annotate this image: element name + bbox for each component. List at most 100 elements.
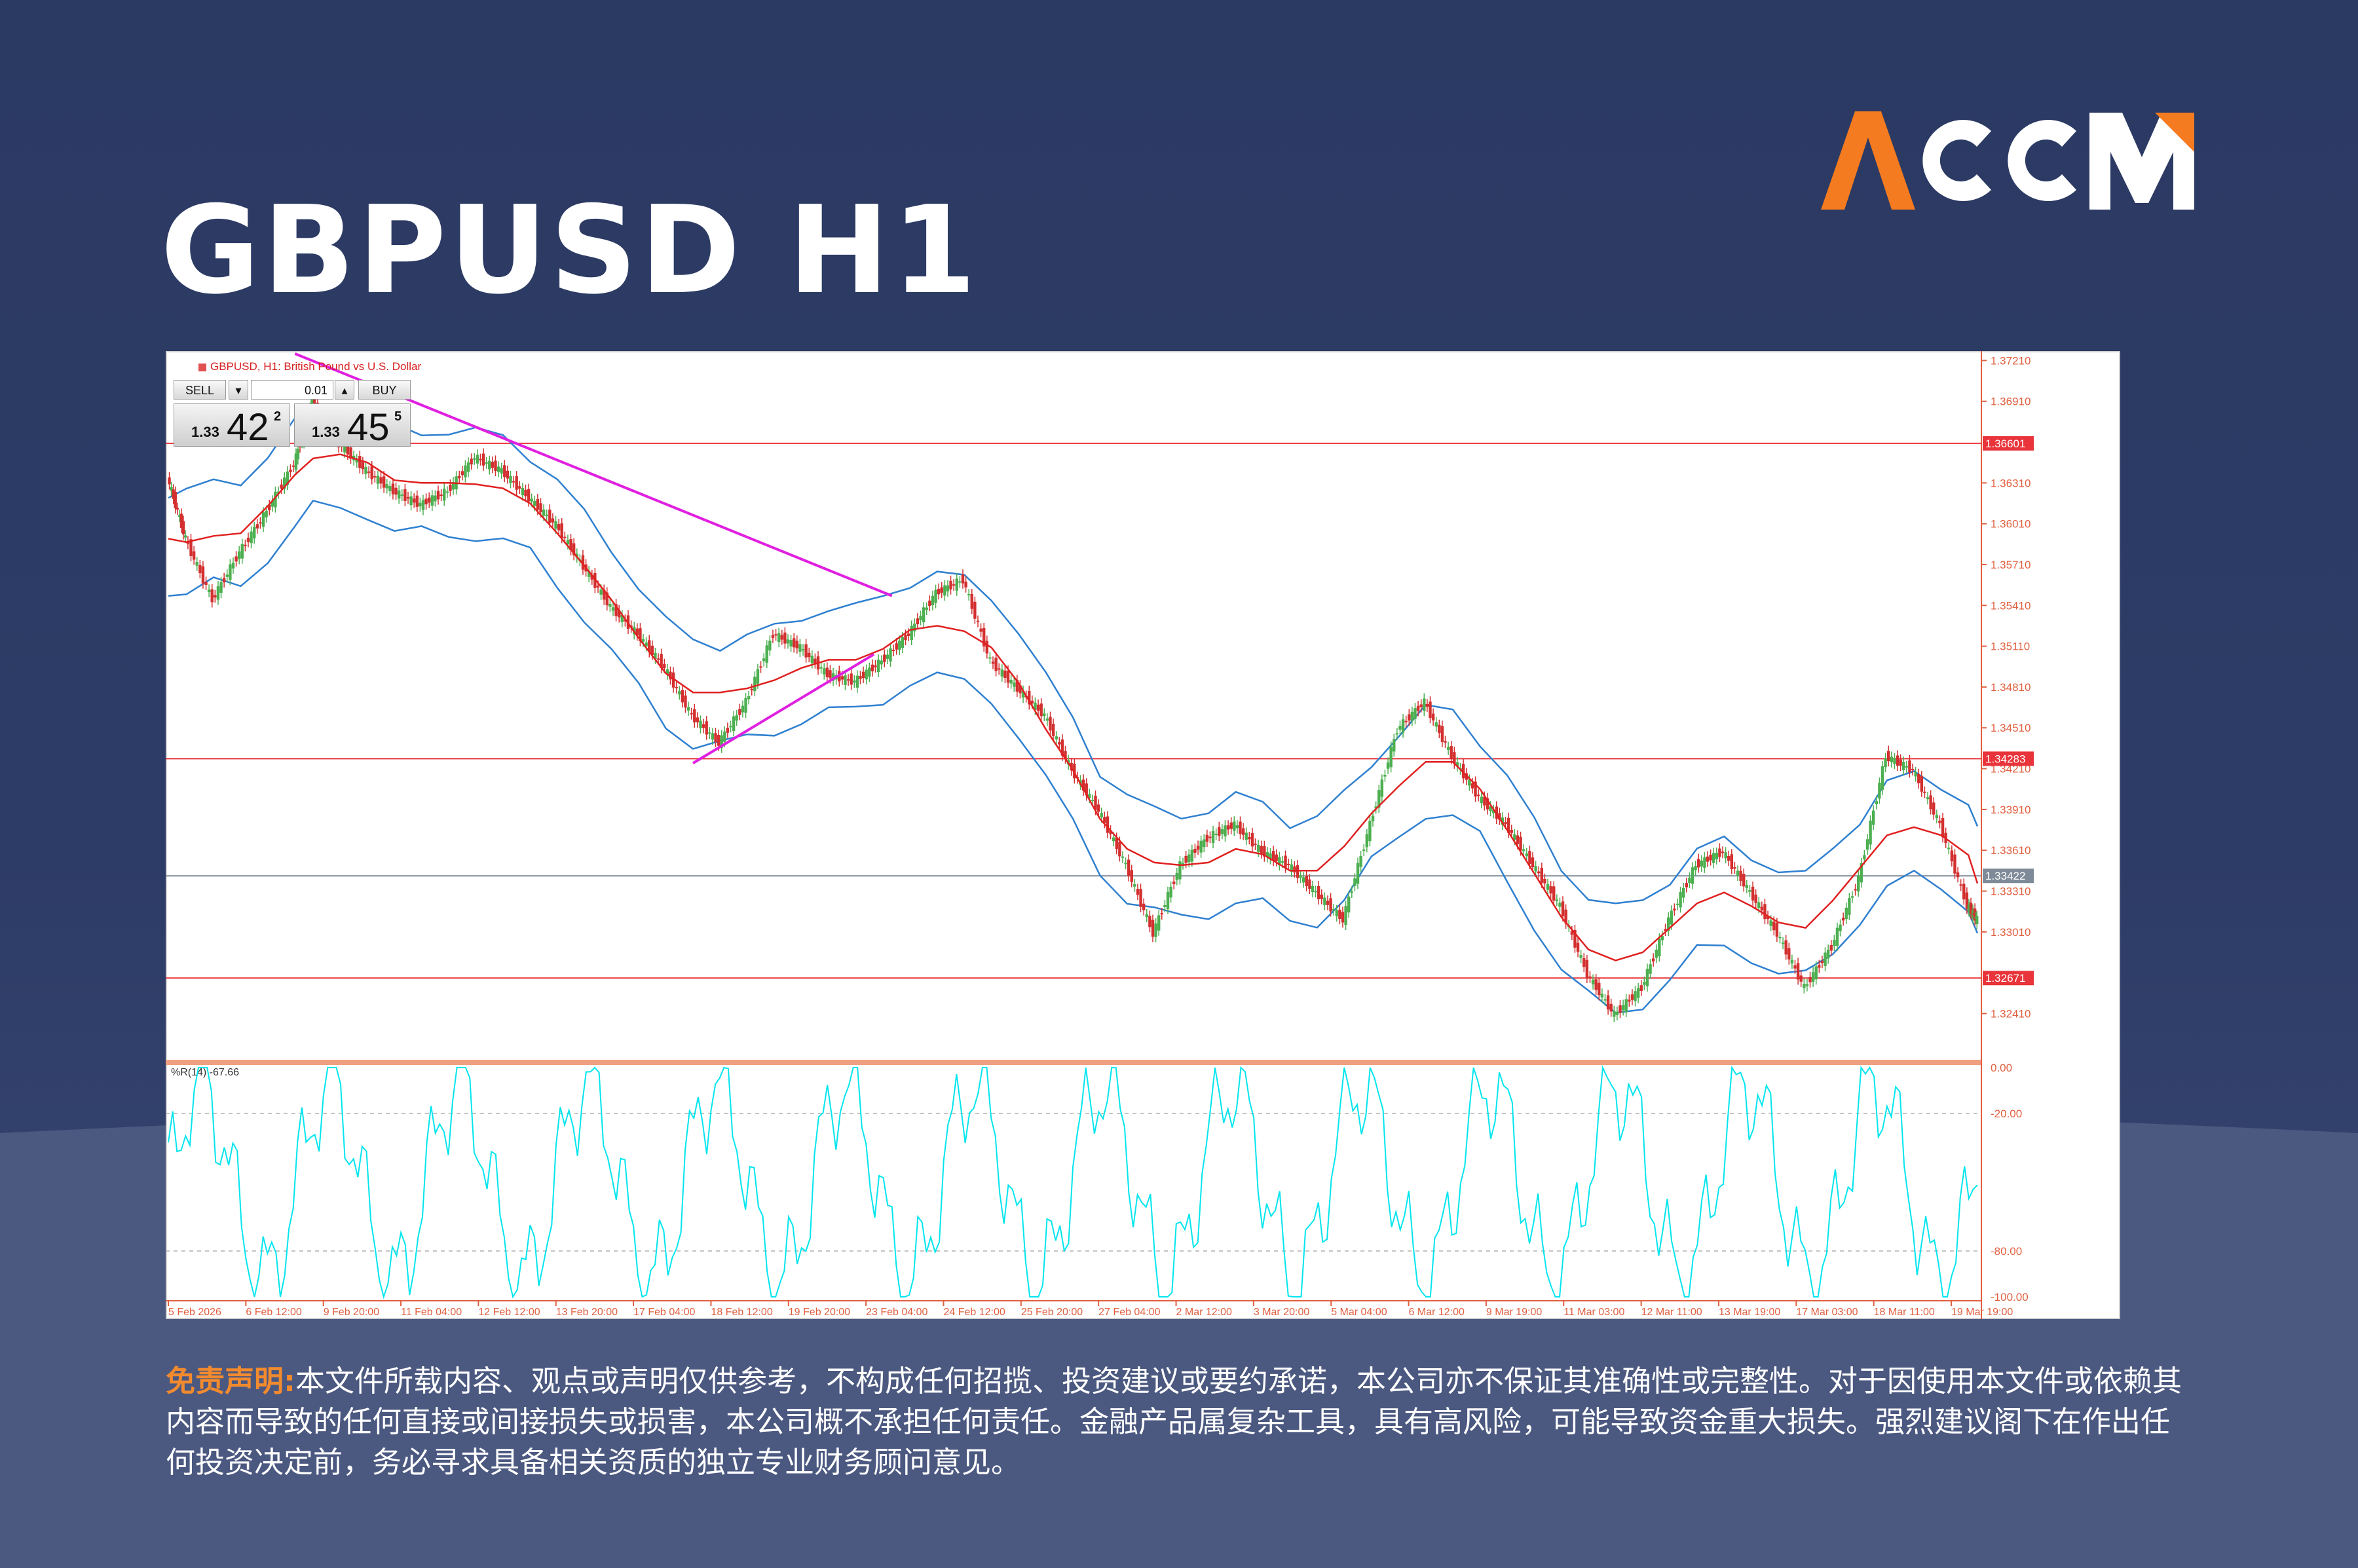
candle-body xyxy=(451,482,455,490)
candle-body xyxy=(1733,867,1736,869)
candle-body xyxy=(1808,977,1812,982)
candle-body xyxy=(1275,854,1278,861)
horizontal-level-label: 1.33422 xyxy=(1985,870,2025,882)
candle-body xyxy=(1896,755,1900,766)
price-chart[interactable]: 1.37210 1.36910 1.36310 1.36010 1.35710 1.354… xyxy=(166,351,2120,1319)
candle-body xyxy=(1106,816,1110,833)
price-tick-label: 1.35710 xyxy=(1991,559,2030,571)
candle-body xyxy=(940,587,943,593)
candle-body xyxy=(1696,859,1700,868)
buy-price-quote[interactable]: 1.33 45 5 xyxy=(294,403,411,449)
candle-body xyxy=(276,491,280,494)
candle-body xyxy=(470,458,473,465)
candle-body xyxy=(1438,724,1441,734)
candle-body xyxy=(1975,916,1979,925)
sell-price-quote[interactable]: 1.33 42 2 xyxy=(174,403,290,449)
candle-body xyxy=(1000,669,1004,677)
candle-body xyxy=(1561,901,1565,917)
buy-price-pips: 45 xyxy=(347,406,390,449)
candle-body xyxy=(1224,825,1227,836)
candle-body xyxy=(1423,698,1426,711)
time-tick-label: 13 Mar 19:00 xyxy=(1719,1307,1780,1318)
candle-body xyxy=(1718,848,1721,857)
candle-body xyxy=(819,667,823,669)
candle-body xyxy=(1579,955,1582,958)
candle-body xyxy=(1103,817,1106,823)
candle-body xyxy=(823,668,826,675)
candle-body xyxy=(1073,763,1076,779)
candle-body xyxy=(1666,917,1670,931)
buy-price-prefix: 1.33 xyxy=(312,424,340,440)
candle-body xyxy=(1094,795,1097,810)
candle-body xyxy=(1510,830,1513,833)
candle-body xyxy=(563,536,567,538)
candle-body xyxy=(1959,884,1962,886)
candle-body xyxy=(530,498,533,502)
candle-body xyxy=(1284,855,1287,868)
candle-body xyxy=(1709,855,1712,861)
candle-body xyxy=(1504,822,1507,825)
candle-body xyxy=(808,652,811,658)
candle-body xyxy=(1757,902,1761,908)
candle-body xyxy=(907,633,910,637)
candle-body xyxy=(1724,852,1727,859)
candle-body xyxy=(1278,857,1281,866)
candle-body xyxy=(1051,724,1055,736)
candle-body xyxy=(1760,906,1764,910)
candle-body xyxy=(1175,872,1179,880)
candle-body xyxy=(1673,908,1676,911)
candle-body xyxy=(449,485,452,491)
chart-background xyxy=(166,351,2120,1319)
candle-body xyxy=(1034,702,1037,710)
candle-body xyxy=(1721,851,1725,853)
candle-body xyxy=(394,487,398,495)
candle-body xyxy=(1947,848,1951,849)
candle-body xyxy=(1332,909,1336,911)
candle-body xyxy=(1890,756,1894,762)
candle-body xyxy=(1036,704,1040,711)
candle-body xyxy=(1634,991,1637,1001)
lot-decrease-button[interactable]: ▾ xyxy=(229,380,248,400)
candle-body xyxy=(798,644,802,652)
candle-body xyxy=(1920,776,1924,792)
candle-body xyxy=(958,581,962,583)
candle-body xyxy=(443,489,446,501)
candle-body xyxy=(491,461,495,468)
buy-button[interactable]: BUY xyxy=(358,380,411,400)
candle-body xyxy=(1519,836,1522,851)
candle-body xyxy=(1784,940,1787,955)
candle-body xyxy=(1043,713,1046,717)
candle-body xyxy=(1630,994,1634,1000)
candle-body xyxy=(747,696,751,700)
candle-body xyxy=(973,601,977,619)
candle-body xyxy=(1613,1011,1616,1017)
candle-body xyxy=(919,616,922,620)
candle-body xyxy=(1848,898,1851,915)
candle-body xyxy=(1154,923,1157,937)
lot-size-input[interactable]: 0.01 xyxy=(251,380,333,400)
candle-body xyxy=(515,476,518,490)
indicator-tick-label: -20.00 xyxy=(1991,1108,2022,1120)
candle-body xyxy=(1528,851,1531,864)
candle-body xyxy=(1932,802,1936,815)
candle-body xyxy=(509,476,512,483)
time-tick-label: 23 Feb 04:00 xyxy=(866,1307,927,1318)
candle-body xyxy=(1621,1005,1625,1011)
candle-body xyxy=(1326,901,1330,905)
candle-body xyxy=(1429,701,1432,719)
candle-body xyxy=(500,468,503,474)
candle-body xyxy=(620,615,624,622)
candle-body xyxy=(343,445,346,453)
sell-button[interactable]: SELL xyxy=(174,380,226,400)
candle-body xyxy=(1305,876,1308,886)
candle-body xyxy=(216,586,220,600)
candle-body xyxy=(237,551,241,559)
candle-body xyxy=(976,620,980,622)
lot-increase-button[interactable]: ▴ xyxy=(335,380,354,400)
candle-body xyxy=(1356,863,1360,884)
time-tick-label: 3 Mar 20:00 xyxy=(1254,1307,1309,1318)
candle-body xyxy=(286,471,290,485)
candle-body xyxy=(274,491,277,508)
candle-body xyxy=(1127,859,1131,876)
time-tick-label: 9 Feb 20:00 xyxy=(324,1307,380,1318)
